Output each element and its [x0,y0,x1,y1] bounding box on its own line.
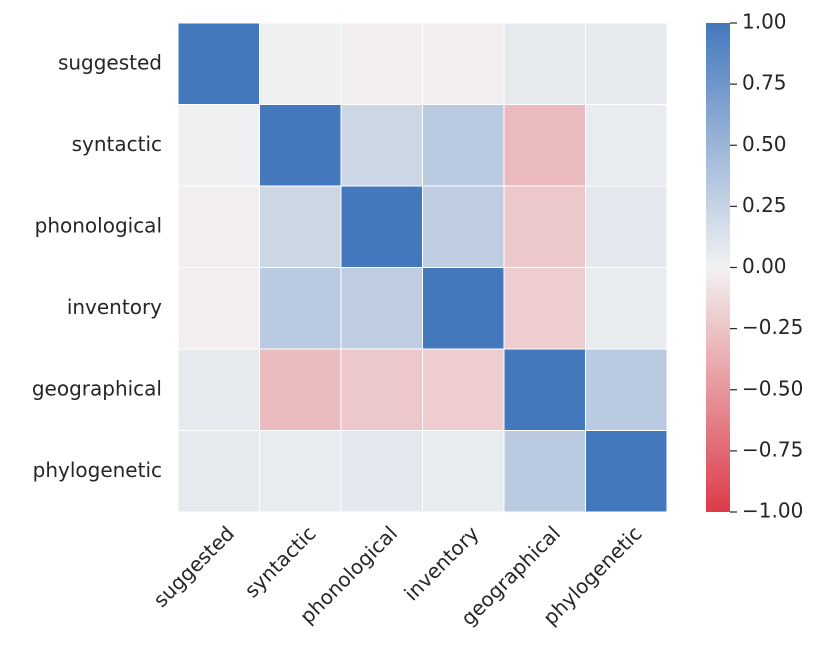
cell-syntactic-phonological [340,104,423,187]
cell-suggested-inventory [422,22,505,105]
cell-phylogenetic-suggested [177,430,260,513]
y-label-syntactic: syntactic [72,132,162,156]
cell-syntactic-suggested [177,104,260,187]
colorbar-tick-label: 0.00 [742,254,787,278]
colorbar-tick-label: −0.75 [742,437,803,461]
colorbar-tick-label: −0.50 [742,376,803,400]
colorbar-tick-label: −1.00 [742,499,803,523]
cell-geographical-syntactic [259,348,342,431]
cell-inventory-syntactic [259,267,342,350]
cell-phonological-phonological [340,185,423,268]
x-label-suggested: suggested [148,521,239,612]
cell-syntactic-inventory [422,104,505,187]
y-tick-labels: suggested syntactic phonological inventory g… [32,50,162,482]
cell-suggested-phonological [340,22,423,105]
cell-geographical-geographical [503,348,586,431]
cell-inventory-inventory [422,267,505,350]
cell-phylogenetic-phylogenetic [585,430,668,513]
y-label-phonological: phonological [35,213,162,237]
cell-geographical-suggested [177,348,260,431]
cell-geographical-phylogenetic [585,348,668,431]
colorbar-tick-label: 1.00 [742,10,787,34]
colorbar-tick-label: 0.25 [742,193,787,217]
heatmap-cells [177,22,668,513]
colorbar-tick-label: 0.50 [742,132,787,156]
x-label-syntactic: syntactic [240,521,321,602]
cell-suggested-phylogenetic [585,22,668,105]
cell-suggested-syntactic [259,22,342,105]
cell-suggested-suggested [177,22,260,105]
y-label-phylogenetic: phylogenetic [33,458,162,482]
cell-phonological-suggested [177,185,260,268]
cell-geographical-phonological [340,348,423,431]
cell-syntactic-phylogenetic [585,104,668,187]
y-label-suggested: suggested [58,50,162,74]
cell-phylogenetic-geographical [503,430,586,513]
cell-phylogenetic-inventory [422,430,505,513]
cell-inventory-phylogenetic [585,267,668,350]
cell-phonological-syntactic [259,185,342,268]
x-tick-labels: suggested syntacticphonologicalinventoryg… [148,521,646,630]
cell-phylogenetic-syntactic [259,430,342,513]
cell-inventory-geographical [503,267,586,350]
cell-phonological-inventory [422,185,505,268]
cell-inventory-phonological [340,267,423,350]
cell-syntactic-geographical [503,104,586,187]
cell-phonological-geographical [503,185,586,268]
y-label-geographical: geographical [32,376,162,400]
y-label-inventory: inventory [67,295,162,319]
cell-phonological-phylogenetic [585,185,668,268]
cell-inventory-suggested [177,267,260,350]
cell-suggested-geographical [503,22,586,105]
colorbar [706,23,730,512]
colorbar-ticks: 1.00 0.75 0.50 0.25 0.00 −0.25 −0.50 −0.75 −1.00 [730,10,803,523]
cell-phylogenetic-phonological [340,430,423,513]
x-label-inventory: inventory [399,521,483,605]
colorbar-tick-label: −0.25 [742,315,803,339]
colorbar-tick-label: 0.75 [742,71,787,95]
cell-geographical-inventory [422,348,505,431]
cell-syntactic-syntactic [259,104,342,187]
